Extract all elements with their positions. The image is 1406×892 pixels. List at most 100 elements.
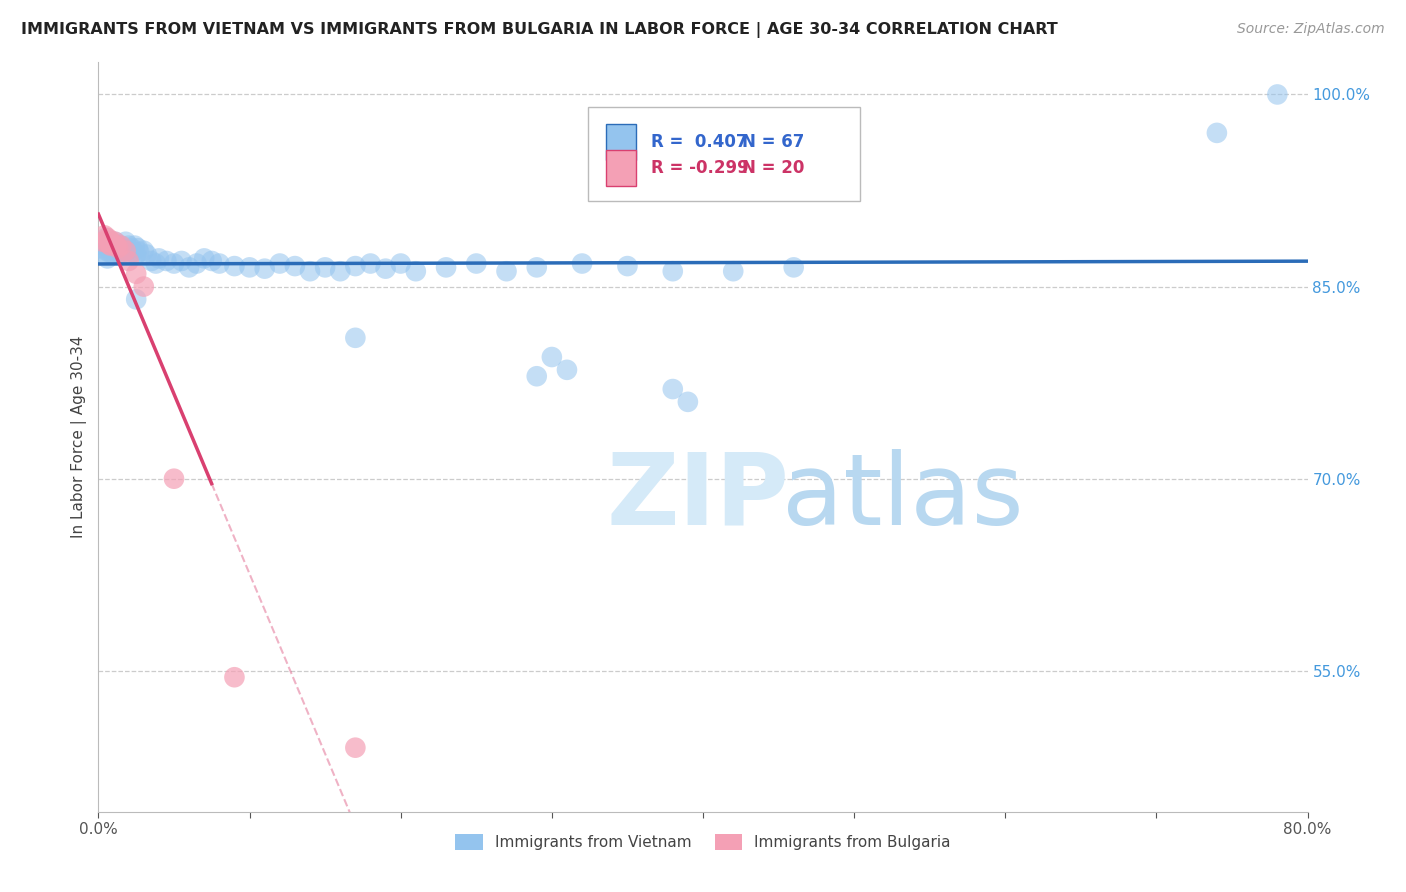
FancyBboxPatch shape — [588, 107, 860, 201]
Point — [360, 256, 382, 270]
Point — [374, 261, 396, 276]
Point — [405, 264, 427, 278]
Point — [93, 238, 115, 252]
Point — [661, 382, 683, 396]
Point — [103, 237, 125, 252]
Point — [90, 241, 112, 255]
Point — [105, 238, 128, 252]
Point — [344, 740, 367, 755]
Point — [120, 246, 142, 260]
Point — [155, 254, 177, 268]
Point — [141, 254, 163, 268]
Point — [661, 264, 683, 278]
Point — [101, 235, 124, 250]
Point — [1206, 126, 1229, 140]
Point — [118, 254, 141, 268]
Point — [118, 238, 141, 252]
Point — [163, 472, 186, 486]
Point — [676, 395, 699, 409]
Point — [110, 244, 132, 258]
Point — [98, 237, 121, 252]
Text: R = -0.299: R = -0.299 — [651, 159, 749, 178]
Point — [193, 252, 215, 266]
Point — [201, 254, 224, 268]
Text: atlas: atlas — [782, 449, 1024, 546]
Text: N = 67: N = 67 — [742, 133, 804, 151]
Point — [114, 244, 136, 258]
Point — [112, 245, 135, 260]
Point — [434, 260, 457, 275]
Point — [108, 246, 131, 260]
Point — [114, 235, 136, 249]
Point — [540, 350, 562, 364]
Point — [128, 245, 150, 260]
Point — [208, 256, 231, 270]
Point — [100, 235, 122, 249]
Point — [115, 244, 138, 258]
Point — [783, 260, 806, 275]
Point — [253, 261, 276, 276]
Point — [103, 238, 125, 252]
Point — [124, 238, 146, 252]
Bar — [606, 124, 637, 160]
Point — [170, 254, 193, 268]
Point — [224, 259, 246, 273]
Point — [723, 264, 745, 278]
Point — [145, 256, 167, 270]
Point — [122, 245, 145, 260]
Point — [121, 241, 143, 255]
Point — [100, 234, 122, 248]
Point — [94, 231, 117, 245]
Point — [526, 260, 548, 275]
Point — [98, 241, 121, 255]
Point — [344, 331, 367, 345]
Point — [125, 247, 148, 261]
Point — [329, 264, 352, 278]
Point — [555, 363, 578, 377]
Point — [100, 238, 122, 252]
Point — [269, 256, 291, 270]
Point — [100, 246, 122, 260]
Point — [96, 231, 118, 245]
Y-axis label: In Labor Force | Age 30-34: In Labor Force | Age 30-34 — [72, 335, 87, 539]
Text: R =  0.407: R = 0.407 — [651, 133, 748, 151]
Point — [94, 235, 117, 249]
Text: N = 20: N = 20 — [742, 159, 804, 178]
Text: ZIP: ZIP — [606, 449, 789, 546]
Point — [163, 256, 186, 270]
Point — [1267, 87, 1289, 102]
Point — [127, 241, 149, 255]
Point — [224, 670, 246, 684]
Legend: Immigrants from Vietnam, Immigrants from Bulgaria: Immigrants from Vietnam, Immigrants from… — [449, 829, 957, 856]
Point — [148, 252, 170, 266]
Point — [101, 243, 124, 257]
Text: IMMIGRANTS FROM VIETNAM VS IMMIGRANTS FROM BULGARIA IN LABOR FORCE | AGE 30-34 C: IMMIGRANTS FROM VIETNAM VS IMMIGRANTS FR… — [21, 22, 1057, 38]
Point — [389, 256, 412, 270]
Point — [239, 260, 262, 275]
Text: Source: ZipAtlas.com: Source: ZipAtlas.com — [1237, 22, 1385, 37]
Point — [104, 235, 127, 249]
Point — [125, 293, 148, 307]
Point — [93, 228, 115, 243]
Point — [103, 247, 125, 261]
Point — [91, 235, 114, 249]
Point — [616, 259, 638, 273]
Point — [284, 259, 307, 273]
Point — [110, 238, 132, 252]
Point — [107, 241, 129, 255]
Point — [96, 252, 118, 266]
Point — [104, 235, 127, 249]
Point — [132, 279, 155, 293]
Point — [132, 244, 155, 258]
Point — [495, 264, 517, 278]
Point — [110, 238, 132, 252]
Point — [526, 369, 548, 384]
Point — [107, 241, 129, 255]
Point — [299, 264, 322, 278]
Point — [465, 256, 488, 270]
Point — [186, 256, 208, 270]
Point — [344, 259, 367, 273]
Point — [94, 244, 117, 258]
Point — [91, 247, 114, 261]
Point — [571, 256, 593, 270]
